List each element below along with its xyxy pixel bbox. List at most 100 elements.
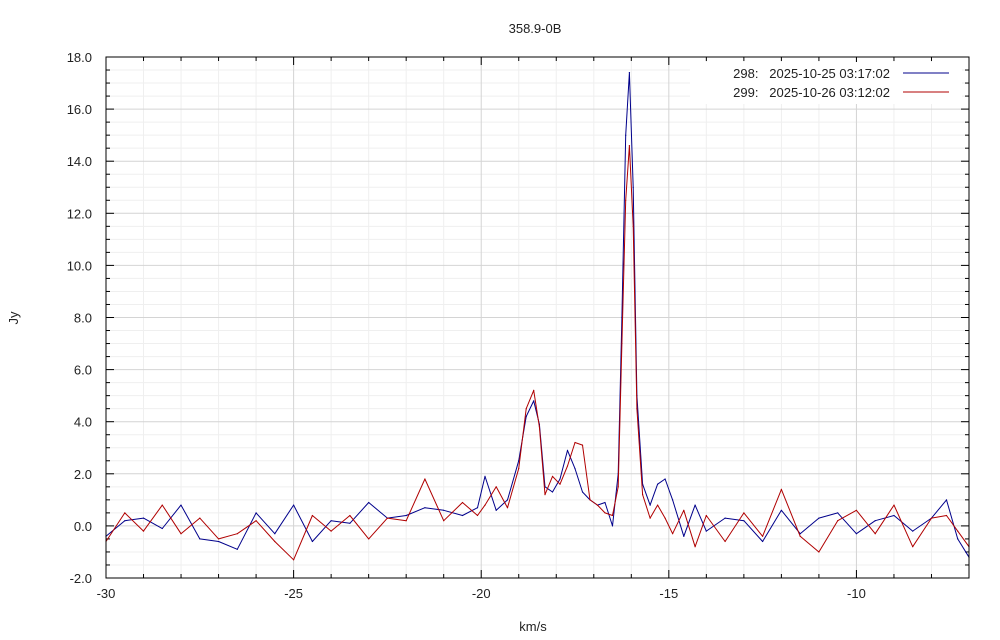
series-1-point xyxy=(405,514,407,517)
series-1-point xyxy=(274,533,276,535)
series-2-point xyxy=(855,509,858,511)
series-2-point xyxy=(538,426,541,428)
y-tick-label: 14.0 xyxy=(67,154,92,169)
series-1-point xyxy=(349,522,351,524)
x-tick-labels: -30 -25 -20 -15 -10 xyxy=(97,586,866,601)
series-2-point xyxy=(199,517,201,519)
series-1-point xyxy=(506,499,509,501)
series-1-point xyxy=(525,415,527,418)
series-1-point xyxy=(311,540,313,543)
series-1-point xyxy=(632,186,634,188)
series-2-point xyxy=(621,342,623,345)
series-1-point xyxy=(945,499,948,501)
series-1-point xyxy=(657,483,659,485)
series-1-point xyxy=(484,475,486,477)
series-1-point xyxy=(161,527,163,530)
series-2-point xyxy=(642,494,644,496)
plot-frame xyxy=(105,56,970,579)
series-1-point xyxy=(461,514,464,517)
series-2-point xyxy=(236,533,238,535)
series-1-point xyxy=(255,512,257,514)
major-grid xyxy=(105,56,969,579)
y-tick-label: 2.0 xyxy=(74,467,92,482)
series-2-point xyxy=(218,538,220,540)
series-2-point xyxy=(649,517,651,519)
y-tick-labels: -2.0 0.0 2.0 4.0 6.0 8.0 10.0 12.0 14.0 16.0 18.0 xyxy=(67,50,92,586)
series-2-point xyxy=(525,408,527,410)
series-2-point xyxy=(386,517,388,519)
series-2-point xyxy=(495,486,497,488)
x-tick-label: -15 xyxy=(659,586,678,601)
series-2-point xyxy=(664,517,666,519)
series-1-point xyxy=(649,504,651,506)
y-tick-label: 8.0 xyxy=(74,311,92,326)
series-2-point xyxy=(518,468,520,470)
series-2-point xyxy=(274,540,276,543)
series-1-point xyxy=(604,501,606,504)
x-tick-label: -30 xyxy=(97,586,116,601)
series-1-point xyxy=(368,501,370,504)
series-2-point xyxy=(330,530,332,532)
series-1-point xyxy=(628,72,631,74)
series-1-point xyxy=(180,504,182,506)
series-1-point xyxy=(424,507,426,509)
series-2-point xyxy=(762,535,764,537)
series-1-point xyxy=(672,499,674,501)
series-1-point xyxy=(705,530,707,532)
series-2-point xyxy=(874,533,876,535)
series-1-point xyxy=(611,525,614,527)
y-tick-label: 4.0 xyxy=(74,415,92,430)
series-1-point xyxy=(574,468,576,470)
series-2-point xyxy=(476,514,479,517)
series-1-point xyxy=(625,134,627,136)
series-1-point xyxy=(476,507,479,509)
y-tick-label: 12.0 xyxy=(67,206,92,221)
series-1-point xyxy=(837,512,839,514)
series-2-point xyxy=(818,551,820,553)
series-2-point xyxy=(349,514,351,517)
series-2-point xyxy=(893,504,895,506)
series-2-point xyxy=(957,530,959,532)
series-1-point xyxy=(818,517,820,519)
series-2-point xyxy=(611,514,614,517)
series-2-point xyxy=(574,441,576,444)
series-2-point xyxy=(124,512,126,514)
series-2-point xyxy=(566,465,569,467)
series-2-point xyxy=(625,199,627,201)
y-tick-label: 10.0 xyxy=(67,258,92,273)
y-tick-label: -2.0 xyxy=(70,571,92,586)
chart-title: 358.9-0B xyxy=(509,21,562,36)
series-1-point xyxy=(199,538,201,540)
series-1-point xyxy=(443,509,445,511)
series-1-point xyxy=(518,460,520,462)
series-1-point xyxy=(912,530,914,532)
series-2-point xyxy=(544,494,546,496)
x-axis-label: km/s xyxy=(519,619,547,634)
series-2-point xyxy=(912,546,914,548)
series-2-point xyxy=(604,512,606,514)
series-2-point xyxy=(632,225,634,227)
legend-background xyxy=(690,62,962,104)
series-1-point xyxy=(330,520,332,522)
series-1-point xyxy=(780,509,783,511)
y-tick-label: 16.0 xyxy=(67,102,92,117)
series-2-point xyxy=(551,475,554,477)
y-tick-label: 0.0 xyxy=(74,519,92,534)
legend-label-2: 299: 2025-10-26 03:12:02 xyxy=(733,85,890,100)
series-2-point xyxy=(405,520,407,522)
x-tick-label: -25 xyxy=(284,586,303,601)
legend-label-1: 298: 2025-10-25 03:17:02 xyxy=(733,66,890,81)
series-lines xyxy=(105,72,970,561)
series-1-point xyxy=(957,538,959,540)
series-1-point xyxy=(694,504,696,506)
series-2-point xyxy=(596,504,599,506)
series-2-point xyxy=(589,499,591,501)
series-2-point xyxy=(743,512,745,514)
series-1-point xyxy=(559,478,561,480)
series-2-point xyxy=(945,514,948,517)
legend: 298: 2025-10-25 03:17:02 299: 2025-10-26 … xyxy=(690,62,962,104)
series-2-point xyxy=(559,483,561,485)
series-1-point xyxy=(551,491,554,493)
